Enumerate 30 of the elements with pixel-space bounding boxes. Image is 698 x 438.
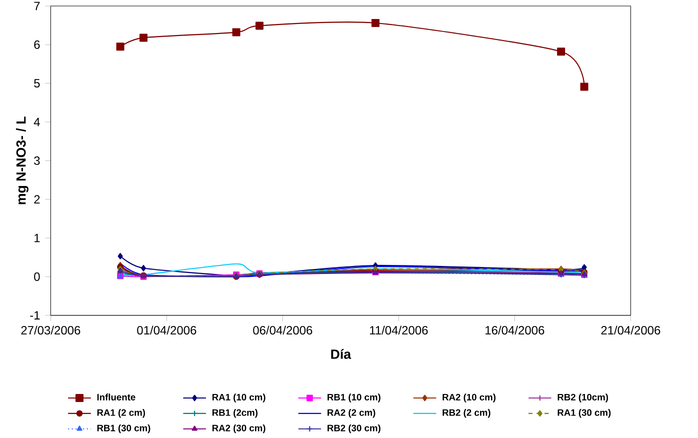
- x-tick-label: 21/04/2006: [601, 326, 660, 335]
- y-axis-title: mg N-NO3- / L: [16, 116, 28, 204]
- legend-label: RA2 (30 cm): [212, 424, 266, 434]
- x-tick-label: 16/04/2006: [486, 326, 544, 335]
- x-tick-label: 01/04/2006: [137, 326, 196, 335]
- legend-label: Influente: [97, 394, 136, 400]
- legend-label: RB1 (10 cm): [328, 394, 380, 402]
- y-tick-label: 7: [34, 2, 40, 10]
- legend-label: RA2 (2 cm): [328, 409, 376, 418]
- legend-label: RB2 (2 cm): [442, 409, 490, 418]
- legend-label: RA1 (10 cm): [212, 394, 266, 402]
- y-tick-label: 3: [34, 156, 40, 165]
- legend-label: RB2 (30 cm): [328, 424, 380, 434]
- x-tick-label: 11/04/2006: [370, 326, 428, 335]
- y-tick-label: 4: [34, 118, 40, 126]
- y-tick-label: 1: [34, 234, 40, 242]
- legend-label: RA1 (30 cm): [558, 409, 611, 418]
- legend-label: RB1 (2cm): [212, 409, 258, 418]
- y-tick-label: 5: [34, 79, 40, 88]
- y-tick-label: 0: [34, 272, 40, 281]
- legend-label: RB2 (10cm): [558, 394, 608, 402]
- x-tick-label: 06/04/2006: [253, 326, 312, 335]
- y-tick-label: 2: [34, 195, 40, 204]
- y-tick-label: 6: [34, 40, 40, 49]
- x-tick-label: 27/03/2006: [21, 326, 80, 335]
- x-axis-title: Día: [331, 349, 352, 359]
- legend-label: RA2 (10 cm): [442, 394, 496, 402]
- legend-label: RB1 (30 cm): [97, 424, 150, 434]
- y-tick-label: -1: [30, 311, 40, 320]
- legend-label: RA1 (2 cm): [97, 409, 145, 418]
